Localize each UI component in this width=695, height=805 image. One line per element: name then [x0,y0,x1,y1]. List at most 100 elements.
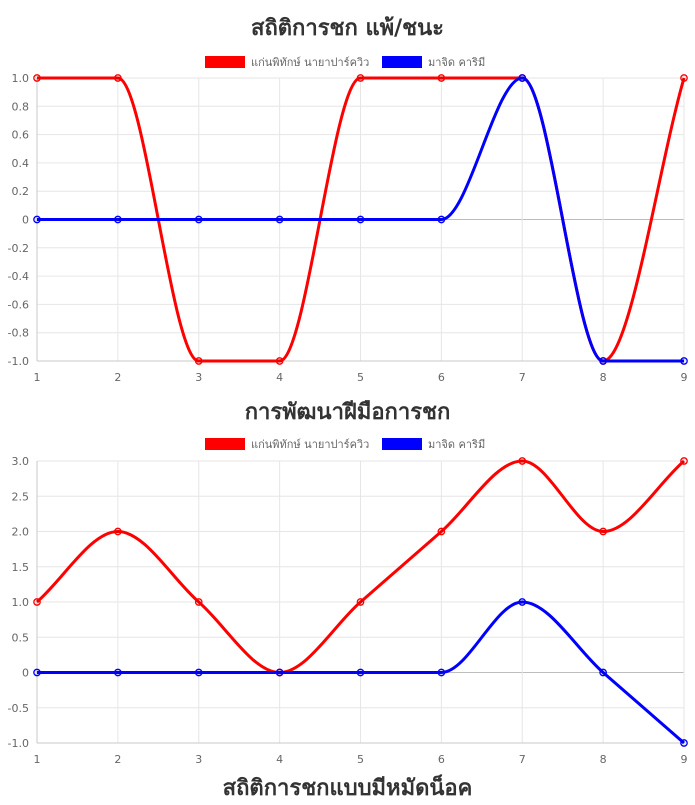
series-line [36,600,685,745]
data-point [680,74,688,82]
y-tick-label: -0.5 [8,702,29,715]
y-tick-label: 2.5 [12,490,30,503]
x-tick-label: 3 [195,371,202,384]
legend-label: แก่นพิทักษ์ นายาปาร์ควิว [251,56,369,69]
x-tick-label: 8 [600,371,607,384]
chart-title: การพัฒนาฝีมือการชก [244,400,451,425]
gridlines: 3.0 2.5 2.0 1.5 1.0 0.5 0 -0.5 -1.0 1 2 3 4 5 6 7 8 9 [8,455,688,766]
series-line [37,76,684,363]
x-tick-label: 1 [34,371,41,384]
legend-item: มาจิด คาริมี [382,438,485,451]
data-point [194,357,203,365]
data-point [599,527,607,536]
y-tick-label: 2.0 [12,526,30,539]
data-point [518,74,527,82]
data-point [33,598,41,606]
legend-swatch [382,438,422,450]
data-point [437,527,446,536]
legend-item: แก่นพิทักษ์ นายาปาร์ควิว [205,438,369,451]
legend-swatch [205,438,245,450]
legend-item: มาจิด คาริมี [382,56,485,69]
legend-label: มาจิด คาริมี [428,56,485,69]
y-tick-label: 0 [22,214,29,227]
data-point [437,74,446,82]
data-point [356,215,365,224]
y-tick-label: 0.8 [12,100,30,113]
data-point [114,527,122,536]
data-point [33,74,41,82]
x-tick-label: 1 [34,753,41,766]
chart-title: สถิติการชก แพ้/ชนะ [251,16,444,41]
data-point [275,215,284,224]
y-tick-label: 1.0 [12,596,30,609]
data-point [356,74,365,82]
data-point [518,598,527,606]
data-point [275,357,284,365]
x-tick-label: 6 [438,753,445,766]
gridlines: 1.0 0.8 0.6 0.4 0.2 0 -0.2 -0.4 -0.6 -0.8 -1.0 1 2 3 4… [8,72,688,384]
data-point [437,215,446,224]
skill-development-chart-svg: แก่นพิทักษ์ นายาปาร์ควิว มาจิด คาริมี 3.0 2… [8,438,688,766]
legend: แก่นพิทักษ์ นายาปาร์ควิว มาจิด คาริมี [205,56,485,69]
legend-swatch [382,56,422,68]
y-tick-label: 0.2 [12,185,30,198]
x-tick-label: 2 [114,753,121,766]
win-loss-chart: สถิติการชก แพ้/ชนะ แก่นพิทักษ์ นายาปาร์ค… [0,0,695,390]
x-tick-label: 7 [519,371,526,384]
y-tick-label: 1.0 [12,72,30,85]
data-point [114,668,122,677]
win-loss-chart-svg: แก่นพิทักษ์ นายาปาร์ควิว มาจิด คาริมี 1.0 0… [8,56,688,384]
data-point [114,215,122,224]
data-point [356,598,365,606]
x-tick-label: 4 [276,371,283,384]
data-point [114,74,122,82]
x-tick-label: 5 [357,753,364,766]
x-tick-label: 3 [195,753,202,766]
y-tick-label: -1.0 [8,737,29,750]
y-tick-label: 0.4 [12,157,30,170]
data-point [599,668,607,677]
y-tick-label: -0.4 [8,270,29,283]
series [33,74,688,365]
y-tick-label: -0.8 [8,327,29,340]
x-tick-label: 5 [357,371,364,384]
y-tick-label: 0.6 [12,129,30,142]
y-tick-label: -0.2 [8,242,29,255]
y-tick-label: 0.5 [12,631,30,644]
x-tick-label: 4 [276,753,283,766]
series-line [36,459,685,674]
data-point [680,457,688,465]
legend: แก่นพิทักษ์ นายาปาร์ควิว มาจิด คาริมี [205,438,485,451]
data-point [194,215,203,224]
data-point [680,357,688,365]
series [33,598,688,747]
y-tick-label: 3.0 [12,455,30,468]
data-point [680,739,688,747]
x-tick-label: 8 [600,753,607,766]
x-tick-label: 2 [114,371,121,384]
y-tick-label: 1.5 [12,561,30,574]
y-tick-label: -0.6 [8,298,29,311]
data-point [599,357,607,365]
data-point [33,668,41,677]
data-point [194,668,203,677]
legend-label: มาจิด คาริมี [428,438,485,451]
y-tick-label: -1.0 [8,355,29,368]
next-chart-title: สถิติการชกแบบมีหมัดน็อค [222,776,473,801]
legend-item: แก่นพิทักษ์ นายาปาร์ควิว [205,56,369,69]
x-tick-label: 9 [681,371,688,384]
series [33,457,688,677]
data-point [33,215,41,224]
data-point [275,668,284,677]
x-tick-label: 7 [519,753,526,766]
legend-label: แก่นพิทักษ์ นายาปาร์ควิว [251,438,369,451]
data-point [356,668,365,677]
x-tick-label: 9 [681,753,688,766]
legend-swatch [205,56,245,68]
y-tick-label: 0 [22,667,29,680]
skill-development-chart: การพัฒนาฝีมือการชก แก่นพิทักษ์ นายาปาร์ค… [0,390,695,783]
data-point [518,457,527,465]
data-point [194,598,203,606]
x-tick-label: 6 [438,371,445,384]
data-point [437,668,446,677]
